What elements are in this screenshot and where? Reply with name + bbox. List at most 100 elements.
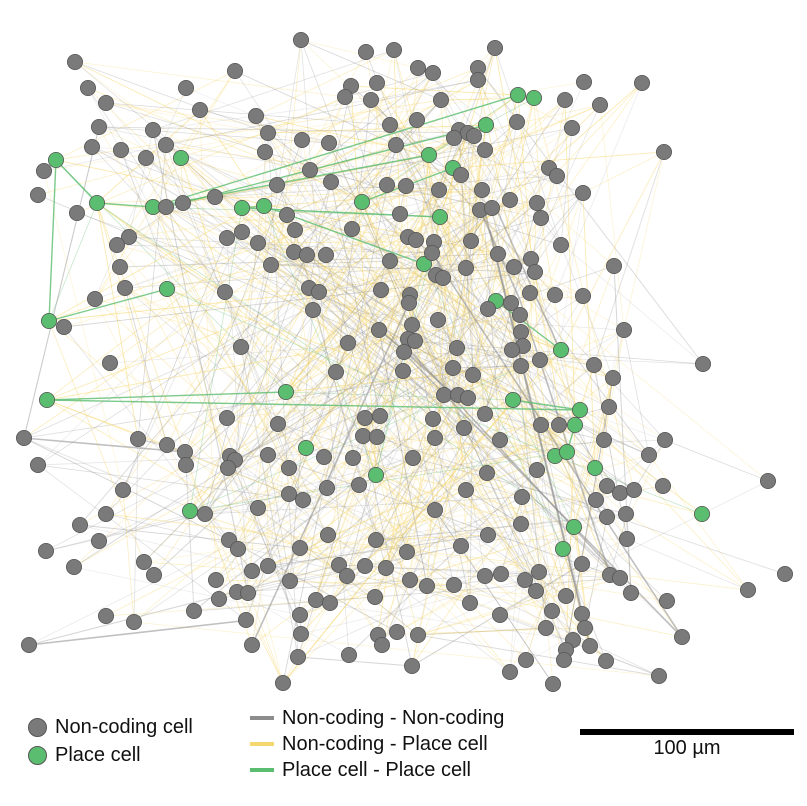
- edge: [389, 124, 584, 194]
- edge: [63, 271, 536, 328]
- non-coding-cell-node: [605, 369, 622, 386]
- edge: [116, 244, 433, 254]
- edge: [74, 61, 269, 134]
- edge: [165, 206, 409, 340]
- non-coding-cell-node: [553, 236, 570, 253]
- non-coding-cell-node: [588, 491, 605, 508]
- edge: [389, 124, 524, 347]
- legend-label: Place cell: [55, 744, 141, 766]
- edge: [289, 82, 643, 582]
- edge: [326, 487, 511, 673]
- edge: [215, 499, 597, 581]
- edge: [326, 487, 436, 511]
- edge: [166, 288, 328, 489]
- non-coding-cell-node: [527, 263, 544, 280]
- non-coding-cell-node: [368, 428, 385, 445]
- non-coding-cell-node: [601, 398, 618, 415]
- non-coding-cell-node: [478, 464, 495, 481]
- non-coding-cell-node: [177, 80, 194, 97]
- edge: [234, 70, 382, 291]
- non-coding-cell-node: [656, 143, 673, 160]
- edge: [467, 132, 474, 376]
- edge: [48, 202, 98, 322]
- edge: [96, 202, 139, 440]
- non-coding-cell-node: [292, 626, 309, 643]
- edge: [109, 229, 296, 364]
- edge: [375, 534, 489, 541]
- edge: [48, 291, 320, 322]
- edge: [375, 474, 462, 547]
- non-coding-cell-node: [528, 583, 545, 600]
- non-coding-cell-node: [294, 491, 311, 508]
- edge: [648, 454, 749, 591]
- edge: [460, 174, 486, 415]
- edge: [214, 196, 436, 439]
- edge: [352, 427, 465, 459]
- place-cell-node: [504, 391, 521, 408]
- non-coding-cell-node: [377, 560, 394, 577]
- edge: [509, 192, 584, 673]
- edge: [166, 277, 444, 446]
- edge: [251, 287, 310, 646]
- non-coding-cell-node: [651, 668, 668, 685]
- non-coding-cell-node: [445, 577, 462, 594]
- non-coding-cell-node: [398, 544, 415, 561]
- edge: [96, 202, 381, 417]
- edge: [46, 291, 320, 401]
- non-coding-cell-node: [373, 637, 390, 654]
- edge: [23, 126, 100, 439]
- edge: [94, 298, 228, 419]
- edge: [277, 423, 523, 498]
- non-coding-cell-node: [491, 431, 508, 448]
- edge: [227, 351, 405, 469]
- edge: [375, 538, 628, 541]
- non-coding-cell-node: [459, 389, 476, 406]
- edge: [439, 216, 584, 297]
- non-coding-cell-node: [513, 516, 530, 533]
- edge: [560, 244, 614, 379]
- edge: [184, 199, 511, 453]
- edge: [325, 254, 595, 366]
- edge: [237, 207, 493, 550]
- edge: [199, 109, 217, 581]
- edge: [234, 181, 332, 461]
- non-coding-cell-node: [575, 287, 592, 304]
- non-coding-cell-node: [87, 290, 104, 307]
- legend-label: Non-coding - Place cell: [282, 733, 488, 755]
- non-coding-cell-node: [307, 592, 324, 609]
- non-coding-cell-node: [409, 60, 426, 77]
- non-coding-cell-node: [489, 245, 506, 262]
- non-coding-cell-node: [109, 236, 126, 253]
- edge: [263, 205, 377, 476]
- edge: [540, 424, 635, 491]
- edge: [105, 513, 749, 591]
- non-coding-cell-node: [599, 508, 616, 525]
- edge: [185, 289, 382, 466]
- edge: [403, 351, 540, 573]
- edge: [417, 577, 621, 636]
- edge: [374, 104, 601, 598]
- edge: [282, 399, 514, 684]
- edge: [352, 457, 567, 597]
- edge: [105, 102, 391, 126]
- non-coding-cell-node: [469, 72, 486, 89]
- non-coding-cell-node: [407, 231, 424, 248]
- place-cell-node: [255, 197, 272, 214]
- place-cell-node: [39, 391, 56, 408]
- edge: [452, 367, 666, 441]
- edge: [438, 189, 538, 204]
- non-coding-cell-node: [381, 252, 398, 269]
- non-coding-cell-node: [551, 416, 568, 433]
- edge: [309, 96, 346, 171]
- edge: [499, 480, 769, 616]
- edge: [185, 464, 195, 612]
- edge: [120, 149, 302, 635]
- non-coding-cell-node: [317, 246, 334, 263]
- edge: [226, 205, 265, 239]
- edge: [180, 157, 226, 293]
- edge: [499, 439, 540, 573]
- edge-layer: [23, 39, 786, 685]
- non-coding-cell-node: [423, 244, 440, 261]
- edge: [346, 209, 481, 577]
- edge: [385, 567, 540, 573]
